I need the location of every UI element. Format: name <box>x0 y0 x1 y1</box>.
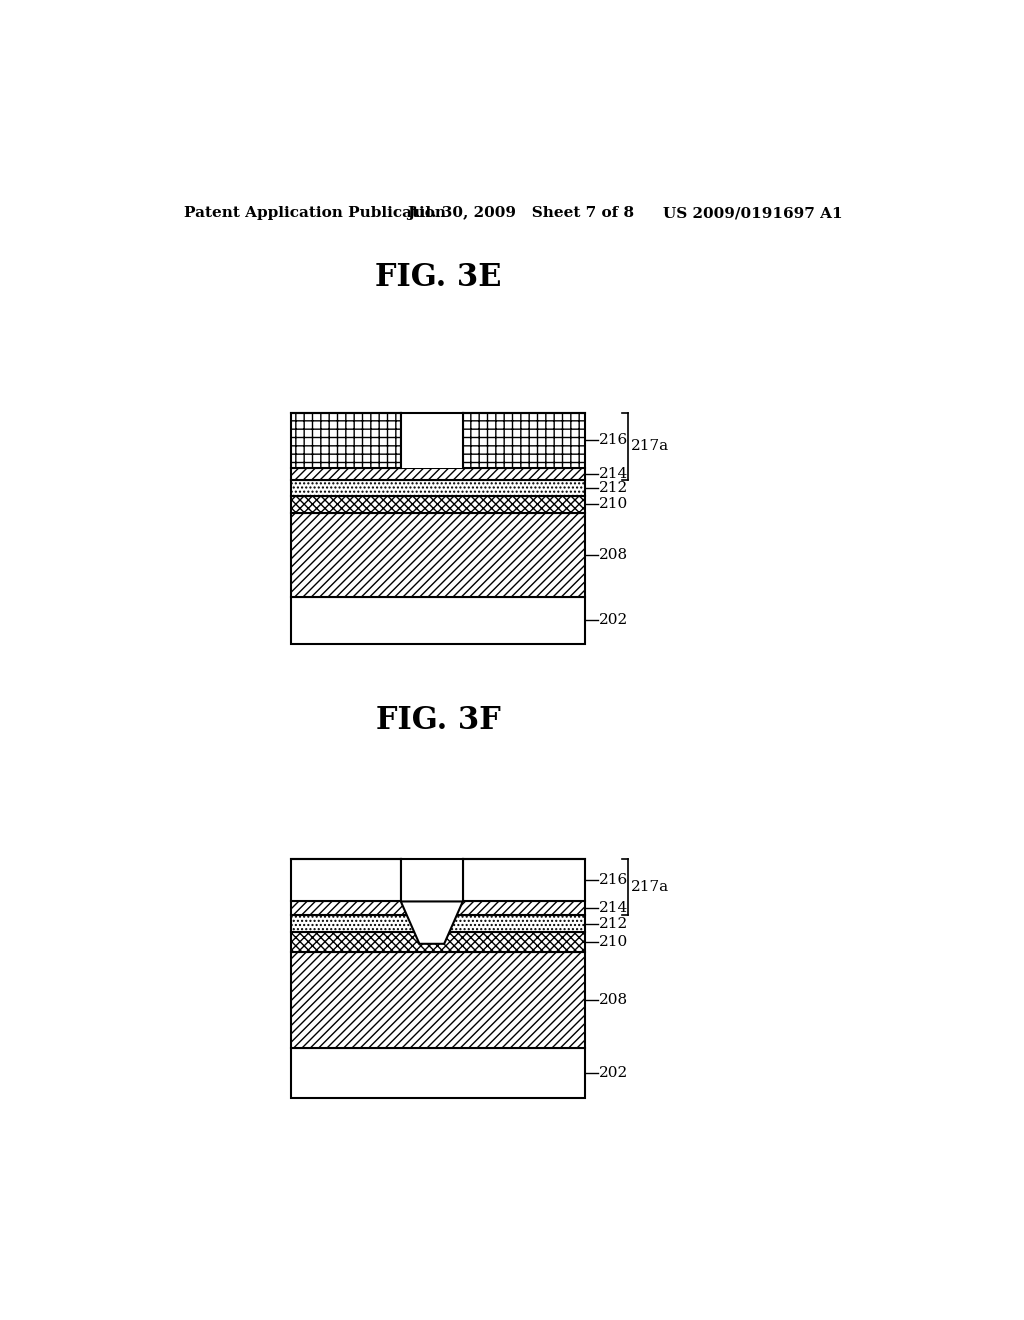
Text: 214: 214 <box>599 902 629 915</box>
Bar <box>463 859 586 902</box>
Text: 202: 202 <box>599 614 629 627</box>
Bar <box>291 859 400 902</box>
Text: 202: 202 <box>599 1065 629 1080</box>
Text: Jul. 30, 2009   Sheet 7 of 8: Jul. 30, 2009 Sheet 7 of 8 <box>407 206 634 220</box>
Bar <box>291 412 400 467</box>
Bar <box>291 469 586 480</box>
Text: 212: 212 <box>599 480 629 495</box>
Text: FIG. 3E: FIG. 3E <box>375 263 502 293</box>
Bar <box>291 480 586 495</box>
Text: 212: 212 <box>599 917 629 931</box>
Bar <box>291 597 586 644</box>
Bar <box>291 902 586 915</box>
Bar <box>400 412 463 467</box>
Text: 216: 216 <box>599 874 629 887</box>
Bar <box>291 932 586 952</box>
Text: 208: 208 <box>599 548 629 562</box>
Bar <box>291 496 586 512</box>
Bar <box>291 915 586 932</box>
Text: 208: 208 <box>599 993 629 1007</box>
Bar <box>291 952 586 1048</box>
Text: 214: 214 <box>599 467 629 480</box>
Text: 217a: 217a <box>631 880 669 894</box>
Bar <box>291 512 586 597</box>
Text: 217a: 217a <box>631 440 669 453</box>
Bar <box>291 1048 586 1098</box>
Text: Patent Application Publication: Patent Application Publication <box>183 206 445 220</box>
Text: 210: 210 <box>599 935 629 949</box>
Text: 216: 216 <box>599 433 629 447</box>
Text: FIG. 3F: FIG. 3F <box>376 705 501 737</box>
Polygon shape <box>400 902 463 944</box>
Text: US 2009/0191697 A1: US 2009/0191697 A1 <box>663 206 843 220</box>
Bar <box>463 412 586 467</box>
Text: 210: 210 <box>599 498 629 511</box>
Bar <box>400 859 463 902</box>
